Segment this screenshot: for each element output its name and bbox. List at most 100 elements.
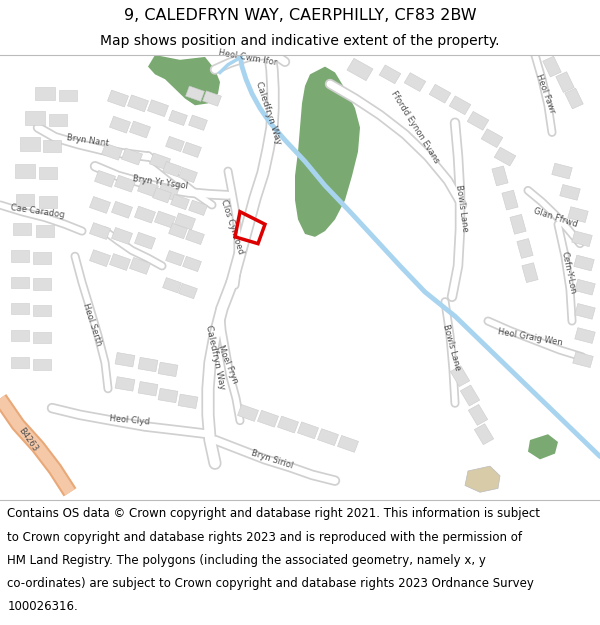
- Bar: [575, 279, 595, 295]
- Bar: [238, 404, 259, 421]
- Polygon shape: [148, 55, 220, 105]
- Text: Heol Clyd: Heol Clyd: [109, 414, 151, 427]
- Bar: [39, 196, 57, 208]
- Text: Moel Fryn: Moel Fryn: [216, 344, 240, 385]
- Bar: [36, 225, 54, 237]
- Bar: [163, 161, 181, 177]
- Bar: [109, 116, 131, 133]
- Bar: [298, 422, 319, 439]
- Text: Heol Serth: Heol Serth: [81, 301, 103, 346]
- Bar: [568, 207, 588, 222]
- Text: 100026316.: 100026316.: [7, 600, 78, 613]
- Polygon shape: [465, 466, 500, 492]
- Bar: [20, 138, 40, 151]
- Bar: [94, 171, 116, 187]
- Bar: [572, 231, 592, 247]
- Bar: [157, 184, 179, 201]
- Text: Heol Cwm Ifor: Heol Cwm Ifor: [218, 48, 278, 68]
- Bar: [158, 388, 178, 402]
- Bar: [404, 72, 426, 91]
- Bar: [39, 168, 57, 179]
- Bar: [138, 357, 158, 372]
- Bar: [115, 377, 135, 391]
- Bar: [137, 180, 158, 197]
- Text: co-ordinates) are subject to Crown copyright and database rights 2023 Ordnance S: co-ordinates) are subject to Crown copyr…: [7, 577, 534, 590]
- Bar: [185, 86, 205, 101]
- Bar: [170, 194, 190, 210]
- Bar: [460, 385, 479, 406]
- Polygon shape: [528, 434, 558, 459]
- Text: Bryn Siriol: Bryn Siriol: [250, 448, 294, 471]
- Bar: [179, 283, 197, 299]
- Bar: [121, 148, 143, 165]
- Bar: [11, 357, 29, 368]
- Bar: [467, 111, 489, 130]
- Bar: [494, 148, 516, 166]
- Bar: [134, 232, 155, 249]
- Text: Cefn-Y-Lon: Cefn-Y-Lon: [559, 251, 577, 295]
- Bar: [11, 330, 29, 341]
- Bar: [89, 222, 110, 239]
- Bar: [166, 251, 184, 266]
- Polygon shape: [295, 67, 360, 237]
- Bar: [475, 424, 494, 444]
- Bar: [134, 206, 155, 223]
- Bar: [188, 115, 208, 131]
- Bar: [11, 251, 29, 262]
- Bar: [502, 190, 518, 210]
- Bar: [163, 278, 181, 293]
- Bar: [185, 229, 205, 244]
- Text: Bryn Yr Ysgol: Bryn Yr Ysgol: [132, 174, 188, 191]
- Text: HM Land Registry. The polygons (including the associated geometry, namely x, y: HM Land Registry. The polygons (includin…: [7, 554, 486, 567]
- Bar: [115, 175, 136, 192]
- Bar: [560, 184, 580, 200]
- Bar: [49, 114, 67, 126]
- Bar: [257, 410, 278, 427]
- Bar: [492, 166, 508, 186]
- Bar: [148, 100, 169, 117]
- Bar: [101, 143, 122, 160]
- Bar: [188, 200, 208, 216]
- Bar: [33, 359, 51, 371]
- Bar: [481, 129, 503, 148]
- Bar: [451, 366, 470, 387]
- Bar: [575, 304, 595, 319]
- Bar: [35, 87, 55, 101]
- Bar: [15, 164, 35, 178]
- Text: Bowls Lane: Bowls Lane: [454, 184, 470, 232]
- Bar: [13, 223, 31, 235]
- Bar: [178, 394, 198, 409]
- Bar: [130, 121, 151, 138]
- Text: Caledfryn Way: Caledfryn Way: [204, 324, 226, 390]
- Text: Caledfryn Way: Caledfryn Way: [254, 81, 283, 146]
- Bar: [33, 253, 51, 264]
- Bar: [379, 65, 401, 84]
- Bar: [43, 140, 61, 152]
- Bar: [517, 239, 533, 258]
- Bar: [152, 188, 172, 203]
- Bar: [169, 223, 187, 239]
- Bar: [158, 362, 178, 377]
- Text: Bryn Nant: Bryn Nant: [67, 132, 110, 148]
- Text: Bowls Lane: Bowls Lane: [442, 323, 463, 371]
- Text: Map shows position and indicative extent of the property.: Map shows position and indicative extent…: [100, 34, 500, 48]
- Bar: [109, 254, 131, 271]
- Bar: [138, 381, 158, 396]
- Bar: [112, 228, 133, 244]
- Bar: [522, 262, 538, 282]
- Bar: [317, 429, 338, 446]
- Bar: [449, 96, 471, 114]
- Bar: [115, 352, 135, 367]
- Bar: [107, 90, 128, 107]
- Bar: [33, 304, 51, 316]
- Bar: [33, 279, 51, 290]
- Bar: [543, 56, 561, 77]
- Bar: [552, 163, 572, 179]
- Bar: [565, 88, 583, 109]
- Text: B4263: B4263: [17, 426, 40, 454]
- Text: Clos Cyncoed: Clos Cyncoed: [219, 199, 245, 256]
- Bar: [11, 276, 29, 288]
- Text: 9, CALEDFRYN WAY, CAERPHILLY, CF83 2BW: 9, CALEDFRYN WAY, CAERPHILLY, CF83 2BW: [124, 8, 476, 23]
- Text: Cae Caradog: Cae Caradog: [10, 204, 65, 220]
- Bar: [33, 332, 51, 343]
